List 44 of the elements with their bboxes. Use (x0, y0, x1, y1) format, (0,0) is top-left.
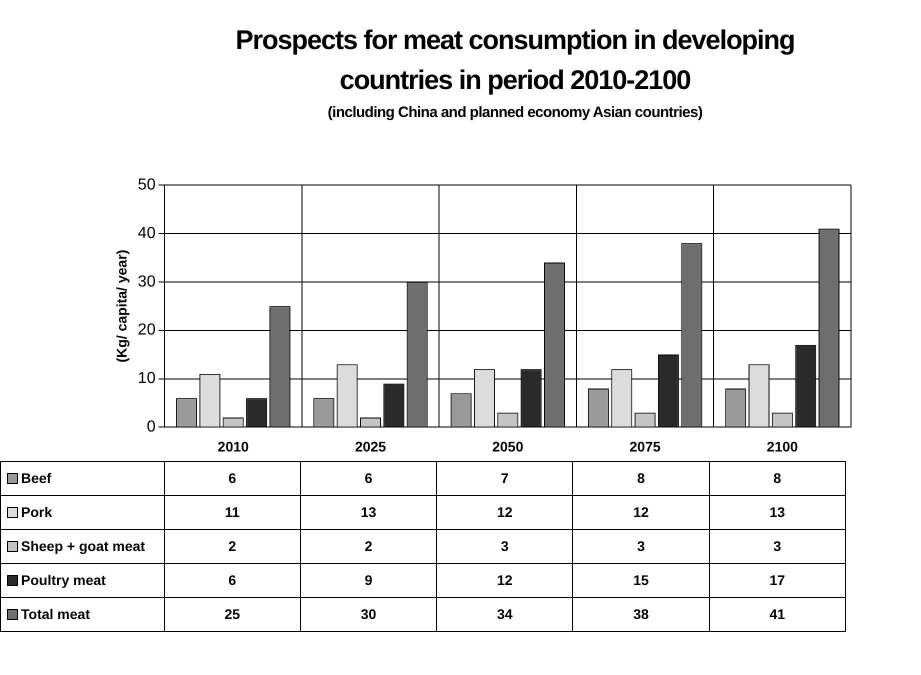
data-label: 25 (164, 597, 300, 632)
legend-label: Beef (0, 461, 164, 496)
data-label: 13 (300, 495, 437, 530)
data-label: 41 (709, 597, 846, 632)
data-label: 12 (436, 495, 573, 530)
data-label: 34 (436, 597, 573, 632)
data-label: 6 (164, 461, 300, 496)
y-tick-label: 0 (146, 418, 156, 436)
data-label: 12 (572, 495, 710, 530)
data-label: 12 (436, 563, 573, 598)
data-label: 13 (709, 495, 846, 530)
data-label: 11 (164, 495, 300, 530)
data-label: 6 (164, 563, 300, 598)
data-label: 3 (572, 529, 710, 564)
legend-label: Pork (0, 495, 164, 530)
data-label: 3 (436, 529, 573, 564)
data-label: 30 (300, 597, 437, 632)
data-label: 17 (709, 563, 846, 598)
data-label: 8 (572, 461, 710, 496)
data-label: 2 (300, 529, 437, 564)
legend-label: Sheep + goat meat (0, 529, 164, 564)
y-tick-label: 50 (138, 176, 156, 194)
data-label: 2 (164, 529, 300, 564)
data-label: 3 (709, 529, 846, 564)
y-tick-label: 20 (138, 322, 156, 339)
x-tick-label: 2100 (766, 438, 798, 454)
data-label: 38 (572, 597, 710, 632)
data-label: 8 (709, 461, 846, 496)
y-axis-title: (Kg/ capita/ year) (113, 250, 130, 363)
y-tick-label: 10 (138, 370, 156, 388)
data-label: 9 (300, 563, 437, 598)
x-tick-label: 2075 (630, 438, 661, 454)
legend-label: Total meat (0, 597, 164, 632)
y-tick-label: 30 (138, 273, 156, 290)
legend-label: Poultry meat (0, 563, 164, 598)
data-label: 6 (300, 461, 437, 496)
x-tick-label: 2025 (354, 438, 386, 454)
data-label: 7 (436, 461, 573, 496)
chart-title: Prospects for meat consumption in developing countries in period 2010-2100 (234, 24, 796, 97)
data-label: 15 (572, 563, 710, 598)
y-tick-label: 40 (138, 224, 156, 242)
chart-subtitle: (including China and planned economy Asian countries) (326, 104, 704, 121)
x-tick-label: 2050 (492, 438, 524, 454)
x-tick-label: 2010 (218, 438, 250, 454)
